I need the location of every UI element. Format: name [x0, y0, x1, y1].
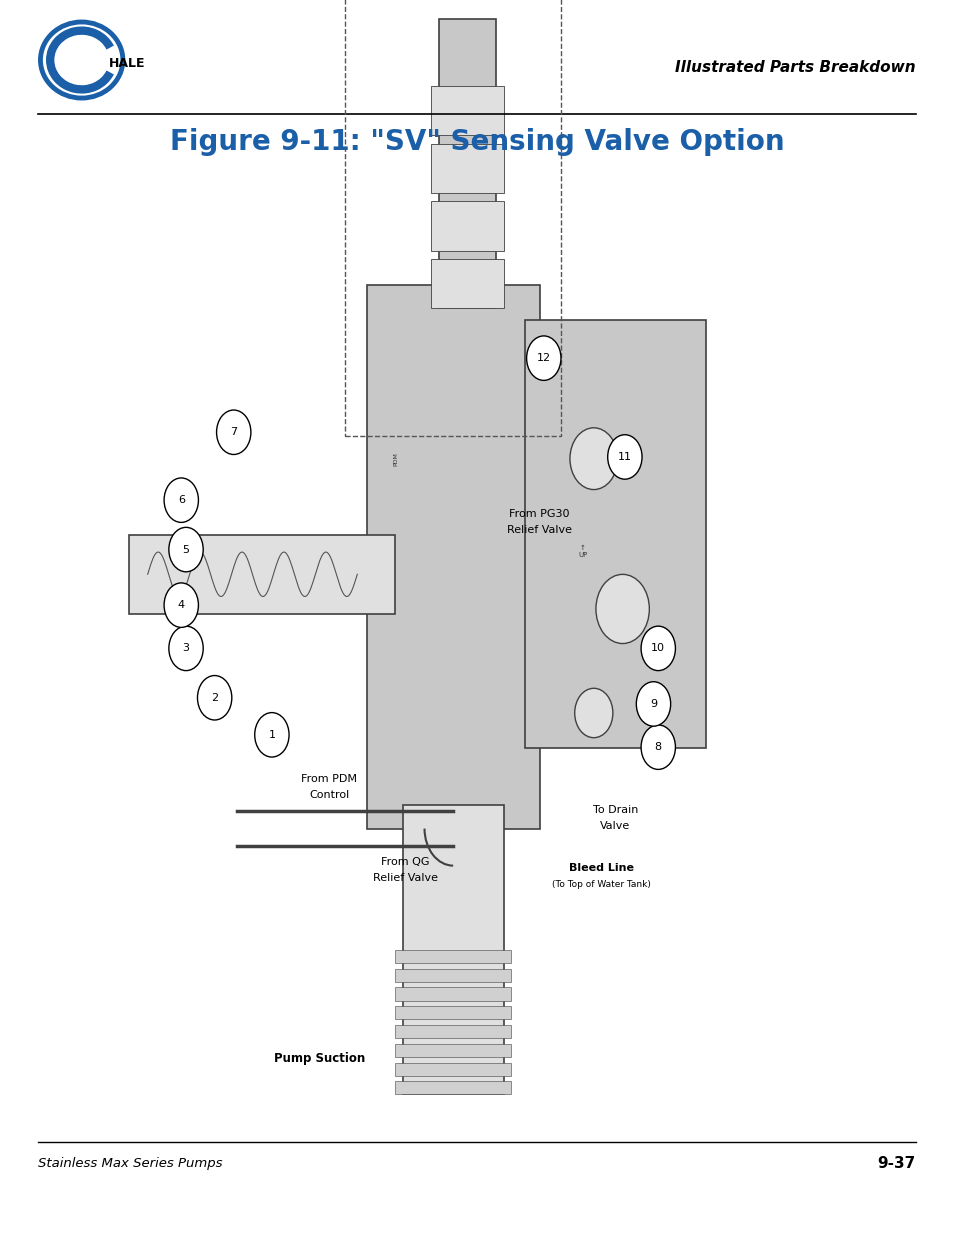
- FancyBboxPatch shape: [395, 968, 511, 982]
- Text: ↑
UP: ↑ UP: [578, 545, 587, 558]
- Text: 10: 10: [651, 643, 664, 653]
- Text: Figure 9-11: "SV" Sensing Valve Option: Figure 9-11: "SV" Sensing Valve Option: [170, 128, 783, 156]
- Circle shape: [640, 626, 675, 671]
- Circle shape: [169, 527, 203, 572]
- Text: 5: 5: [182, 545, 190, 555]
- Circle shape: [197, 676, 232, 720]
- FancyBboxPatch shape: [431, 86, 503, 135]
- Text: Illustrated Parts Breakdown: Illustrated Parts Breakdown: [675, 61, 915, 75]
- Circle shape: [569, 427, 617, 489]
- Text: Control: Control: [309, 790, 349, 800]
- FancyBboxPatch shape: [525, 320, 705, 747]
- Text: HALE: HALE: [109, 57, 146, 70]
- FancyBboxPatch shape: [402, 805, 503, 1094]
- Circle shape: [636, 682, 670, 726]
- FancyBboxPatch shape: [395, 1025, 511, 1039]
- Text: Valve: Valve: [599, 821, 630, 831]
- Text: 11: 11: [618, 452, 631, 462]
- FancyBboxPatch shape: [431, 259, 503, 309]
- Text: Relief Valve: Relief Valve: [506, 525, 571, 535]
- Circle shape: [607, 435, 641, 479]
- Text: To Drain: To Drain: [592, 805, 638, 815]
- FancyBboxPatch shape: [431, 143, 503, 193]
- Text: 1: 1: [268, 730, 275, 740]
- FancyBboxPatch shape: [366, 285, 539, 829]
- Text: Relief Valve: Relief Valve: [373, 873, 437, 883]
- Text: 8: 8: [654, 742, 661, 752]
- Text: 7: 7: [230, 427, 237, 437]
- Circle shape: [169, 626, 203, 671]
- FancyBboxPatch shape: [395, 1044, 511, 1057]
- Text: Stainless Max Series Pumps: Stainless Max Series Pumps: [38, 1157, 222, 1170]
- FancyBboxPatch shape: [395, 988, 511, 1000]
- FancyBboxPatch shape: [395, 1007, 511, 1019]
- FancyBboxPatch shape: [438, 20, 496, 309]
- FancyBboxPatch shape: [395, 950, 511, 963]
- FancyBboxPatch shape: [395, 1062, 511, 1076]
- Text: 9: 9: [649, 699, 657, 709]
- FancyBboxPatch shape: [431, 201, 503, 251]
- Text: Bleed Line: Bleed Line: [568, 863, 633, 873]
- Text: 2: 2: [211, 693, 218, 703]
- FancyBboxPatch shape: [395, 1082, 511, 1094]
- Circle shape: [596, 574, 649, 643]
- Text: 6: 6: [177, 495, 185, 505]
- FancyBboxPatch shape: [129, 535, 395, 614]
- Text: From PG30: From PG30: [508, 509, 569, 519]
- Circle shape: [574, 688, 612, 737]
- Text: From QG: From QG: [381, 857, 429, 867]
- Text: From PDM: From PDM: [301, 774, 356, 784]
- Circle shape: [254, 713, 289, 757]
- Text: 12: 12: [537, 353, 550, 363]
- Text: PDM: PDM: [393, 452, 397, 466]
- Text: (To Top of Water Tank): (To Top of Water Tank): [551, 881, 650, 889]
- Text: 4: 4: [177, 600, 185, 610]
- Circle shape: [640, 725, 675, 769]
- Circle shape: [216, 410, 251, 454]
- Circle shape: [164, 583, 198, 627]
- Circle shape: [526, 336, 560, 380]
- Text: Pump Suction: Pump Suction: [274, 1052, 365, 1066]
- Circle shape: [164, 478, 198, 522]
- Text: 3: 3: [182, 643, 190, 653]
- Text: 9-37: 9-37: [877, 1156, 915, 1171]
